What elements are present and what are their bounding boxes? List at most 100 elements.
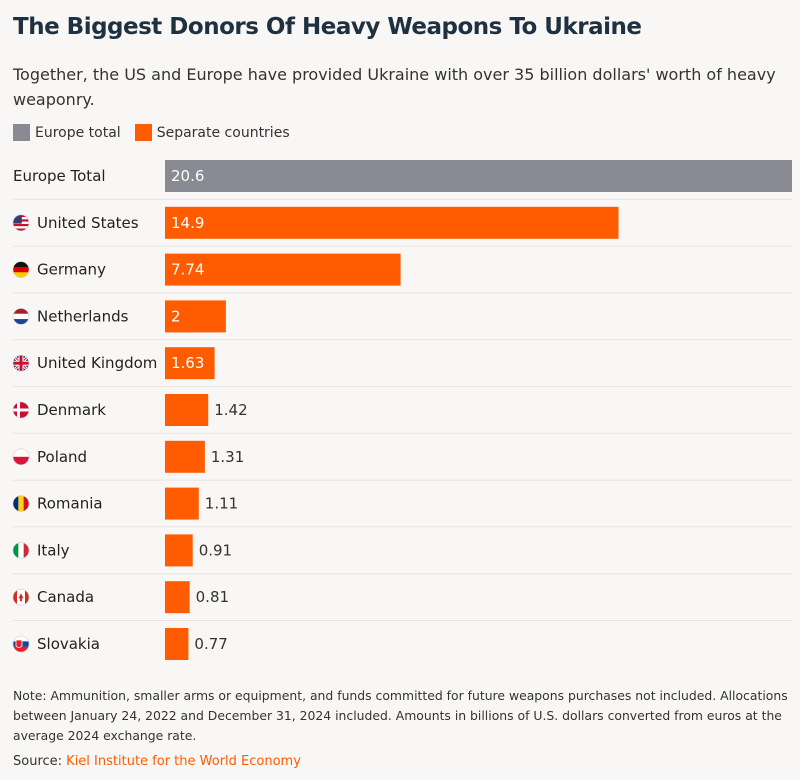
category-label: Netherlands (37, 307, 129, 325)
legend-label-countries: Separate countries (156, 124, 290, 141)
category-label: Europe Total (13, 167, 106, 185)
source-label: Source: (13, 754, 63, 769)
nl-flag-stripe (13, 313, 29, 320)
dk-cross-h (13, 408, 29, 412)
it-flag-graphic (13, 542, 29, 559)
category-label: Poland (37, 448, 87, 466)
it-flag-stripe (18, 542, 24, 559)
bar-row: Netherlands 2 (12, 292, 792, 333)
bar-row: Europe Total 20.6 (13, 160, 792, 192)
it-flag-stripe (23, 542, 29, 559)
ro-flag-graphic (13, 495, 29, 512)
gb-cross-v-red (19, 355, 23, 372)
ro-flag-outline (12, 495, 30, 512)
value-label: 1.31 (211, 448, 244, 466)
ca-flag-stripe (13, 589, 18, 606)
bar (165, 440, 205, 473)
category-label: Slovakia (37, 635, 100, 653)
bar-row: Denmark 1.42 (12, 386, 792, 426)
sk-flag-stripe (13, 646, 29, 652)
bar (165, 347, 215, 380)
legend-swatch-europe (13, 124, 30, 141)
category-label: Denmark (37, 401, 106, 419)
maple-leaf (18, 593, 24, 602)
pl-flag-stripe (13, 456, 29, 465)
source-link[interactable]: Kiel Institute for the World Economy (66, 754, 301, 769)
dk-cross-v (17, 402, 20, 418)
sk-flag-outline (12, 635, 30, 653)
value-label: 0.77 (194, 635, 227, 653)
ro-flag-stripe (18, 495, 24, 512)
value-label: 20.6 (171, 167, 204, 185)
category-label: United States (37, 214, 139, 232)
dk-flag-graphic (13, 402, 29, 418)
value-label: 14.9 (171, 214, 204, 232)
de-flag-stripe (13, 266, 29, 273)
bar-chart: Europe Total 20.6 United States 14.9 Germany… (12, 160, 792, 660)
chart-subtitle: Together, the US and Europe have provide… (13, 65, 776, 109)
footnote: Note: Ammunition, smaller arms or equipm… (13, 688, 788, 743)
bar-row: Italy 0.91 (12, 526, 792, 567)
us-stripe (13, 223, 29, 227)
category-label: Italy (37, 541, 70, 559)
sk-flag-graphic (13, 636, 29, 652)
pl-flag-stripe (13, 448, 29, 457)
us-stripe (13, 228, 29, 231)
de-flag-stripe (13, 261, 29, 268)
legend-item-europe: Europe total (13, 124, 121, 141)
bar (165, 581, 190, 614)
de-flag-stripe (13, 272, 29, 278)
source-line: Source: Kiel Institute for the World Eco… (13, 752, 793, 772)
value-label: 1.42 (214, 401, 247, 419)
ca-flag-graphic (13, 589, 29, 606)
bar (165, 160, 792, 192)
chart-title: The Biggest Donors Of Heavy Weapons To U… (13, 14, 642, 40)
legend-swatch-countries (134, 124, 152, 141)
bar (165, 300, 226, 333)
value-label: 7.74 (171, 261, 204, 279)
value-label: 2 (171, 307, 181, 325)
nl-flag-graphic (13, 308, 29, 325)
ro-flag-stripe (23, 495, 29, 512)
bar (165, 487, 199, 520)
ca-flag-stripe (25, 589, 29, 606)
ca-flag-stripe (21, 589, 26, 606)
value-label: 1.63 (171, 354, 204, 372)
value-label: 0.91 (199, 541, 232, 559)
bar-row: Canada 0.81 (12, 573, 792, 614)
pl-flag-graphic (13, 448, 29, 465)
bar-row: Poland 1.31 (12, 432, 792, 473)
value-label: 1.11 (205, 495, 238, 513)
bar-row: United States 14.9 (12, 198, 792, 239)
bar (165, 253, 401, 286)
bar (165, 206, 619, 239)
category-label: United Kingdom (37, 354, 157, 372)
us-flag-graphic (13, 214, 29, 231)
value-label: 0.81 (196, 588, 229, 606)
us-canton (13, 214, 22, 224)
sk-flag-stripe (13, 636, 29, 642)
legend-label-europe: Europe total (35, 124, 121, 141)
bar (165, 628, 189, 660)
bar (165, 394, 209, 426)
us-flag-outline (12, 214, 30, 232)
legend-item-countries: Separate countries (134, 124, 290, 141)
bar-row: Slovakia 0.77 (12, 620, 792, 660)
bar-row: United Kingdom 1.63 (12, 339, 792, 380)
dk-flag-outline (12, 401, 30, 419)
it-flag-stripe (13, 542, 19, 559)
bar-row: Germany 7.74 (12, 245, 792, 286)
gb-flag-outline (12, 354, 30, 372)
category-label: Canada (37, 588, 94, 606)
ro-flag-stripe (13, 495, 19, 512)
de-flag-graphic (13, 261, 29, 278)
us-stripe (13, 226, 29, 229)
bar (165, 534, 193, 567)
bar-row: Romania 1.11 (12, 479, 792, 520)
gb-flag-graphic (13, 355, 29, 372)
category-label: Germany (37, 261, 106, 279)
it-flag-outline (12, 542, 30, 559)
sk-shield (15, 639, 23, 648)
ca-flag-outline (12, 588, 30, 606)
notes-block: Note: Ammunition, smaller arms or equipm… (13, 686, 793, 772)
